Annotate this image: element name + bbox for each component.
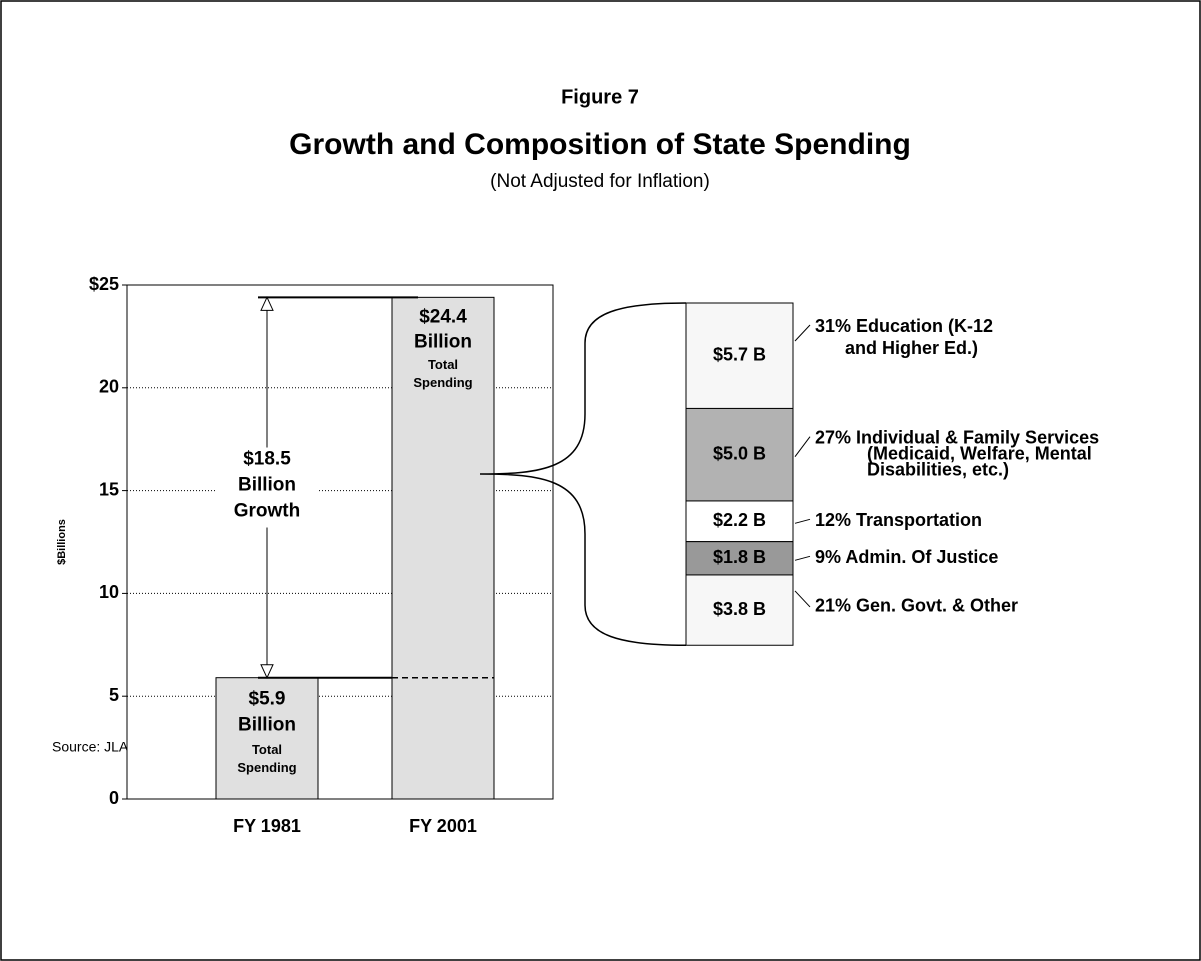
y-tick-label: 10	[99, 582, 119, 602]
arrow-head	[260, 296, 274, 311]
segment	[685, 302, 794, 409]
segment-label: Disabilities, etc.)	[867, 459, 1009, 479]
connector	[794, 324, 811, 342]
segment-label: 27% Individual & Family Services	[815, 427, 1099, 447]
bar	[391, 296, 495, 800]
segment-label: 12% Transportation	[815, 510, 982, 530]
segment	[685, 500, 794, 543]
figure-label: Figure 7	[561, 86, 639, 108]
segment-value-label: $3.8 B	[713, 599, 766, 619]
growth-label: Billion	[238, 475, 296, 496]
segment	[685, 407, 794, 502]
y-tick-label: 0	[109, 788, 119, 808]
growth-label-bg	[217, 447, 317, 528]
bar-label: Spending	[413, 375, 472, 390]
segment-label: 31% Education (K-12	[815, 316, 993, 336]
x-tick-label: FY 2001	[409, 816, 477, 836]
segment-label: (Medicaid, Welfare, Mental	[867, 443, 1092, 463]
segment-label: and Higher Ed.)	[845, 338, 978, 358]
y-axis-label: $Billions	[56, 519, 68, 565]
segment-value-label: $5.7 B	[713, 344, 766, 364]
segment	[685, 574, 794, 646]
y-tick-label: 15	[99, 479, 119, 499]
bar-label: Spending	[237, 760, 296, 775]
bar-label: Total	[428, 357, 458, 372]
segment-label: 21% Gen. Govt. & Other	[815, 596, 1018, 616]
segment-value-label: $5.0 B	[713, 443, 766, 463]
growth-label: Growth	[234, 501, 301, 522]
bar-label: Billion	[238, 715, 296, 736]
connector	[794, 555, 811, 561]
chart-title: Growth and Composition of State Spending	[289, 128, 911, 161]
chart-subtitle: (Not Adjusted for Inflation)	[490, 171, 710, 192]
arrow-head	[260, 664, 274, 679]
y-tick-label: 5	[109, 685, 119, 705]
bar-label: Total	[252, 742, 282, 757]
segment-value-label: $2.2 B	[713, 510, 766, 530]
bar-value-label: $24.4	[419, 306, 467, 327]
bar-label: Billion	[414, 331, 472, 352]
segment-value-label: $1.8 B	[713, 547, 766, 567]
segment-label: 9% Admin. Of Justice	[815, 547, 998, 567]
bar-value-label: $5.9	[249, 689, 286, 710]
connector	[794, 436, 811, 458]
connector	[794, 518, 811, 524]
y-tick-label: 20	[99, 377, 119, 397]
segment	[685, 541, 794, 576]
y-tick-label: $25	[89, 274, 119, 294]
growth-value-label: $18.5	[243, 449, 291, 470]
brace	[479, 302, 687, 646]
connector	[794, 590, 811, 608]
x-tick-label: FY 1981	[233, 816, 301, 836]
